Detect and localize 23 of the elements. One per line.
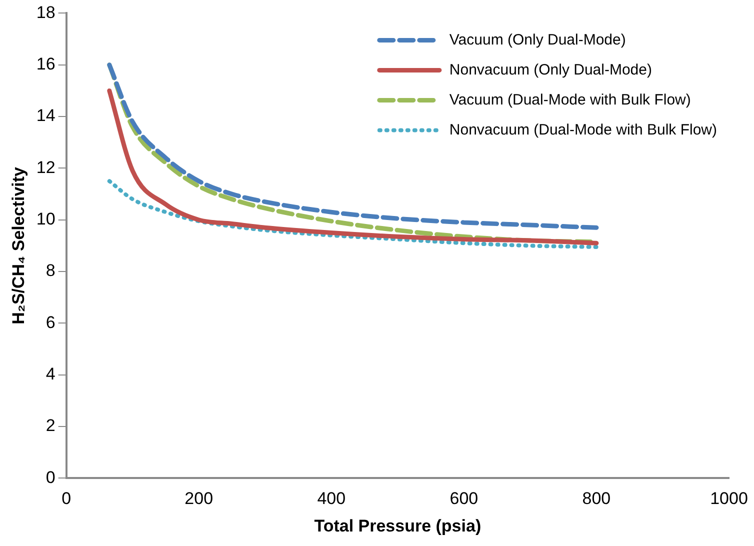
y-tick-label: 4 <box>46 364 56 384</box>
legend-label: Nonvacuum (Dual-Mode with Bulk Flow) <box>449 121 718 138</box>
x-tick-label: 200 <box>184 489 214 508</box>
line-series <box>107 179 598 249</box>
y-tick-label: 6 <box>46 312 56 332</box>
y-tick-label: 14 <box>36 106 56 126</box>
y-tick-label: 2 <box>46 416 56 436</box>
y-tick-label: 0 <box>46 468 56 487</box>
legend-label: Vacuum (Dual-Mode with Bulk Flow) <box>449 91 691 108</box>
y-tick-label: 8 <box>46 261 56 280</box>
y-tick-label: 16 <box>36 54 56 74</box>
x-tick-label: 800 <box>582 489 611 508</box>
x-tick-label: 600 <box>450 489 478 508</box>
x-tick-label: 1000 <box>710 489 748 508</box>
x-axis-title: Total Pressure (psia) <box>314 516 482 536</box>
x-tick-label: 400 <box>317 489 346 508</box>
y-tick-label: 10 <box>36 210 56 229</box>
legend-label: Nonvacuum (Only Dual-Mode) <box>449 61 652 78</box>
y-tick-label: 18 <box>36 2 56 22</box>
x-tick-label: 0 <box>62 489 72 508</box>
y-axis-title: H₂S/CH₄ Selectivity <box>8 166 28 324</box>
y-tick-label: 12 <box>36 158 56 177</box>
legend-label: Vacuum (Only Dual-Mode) <box>449 31 626 48</box>
